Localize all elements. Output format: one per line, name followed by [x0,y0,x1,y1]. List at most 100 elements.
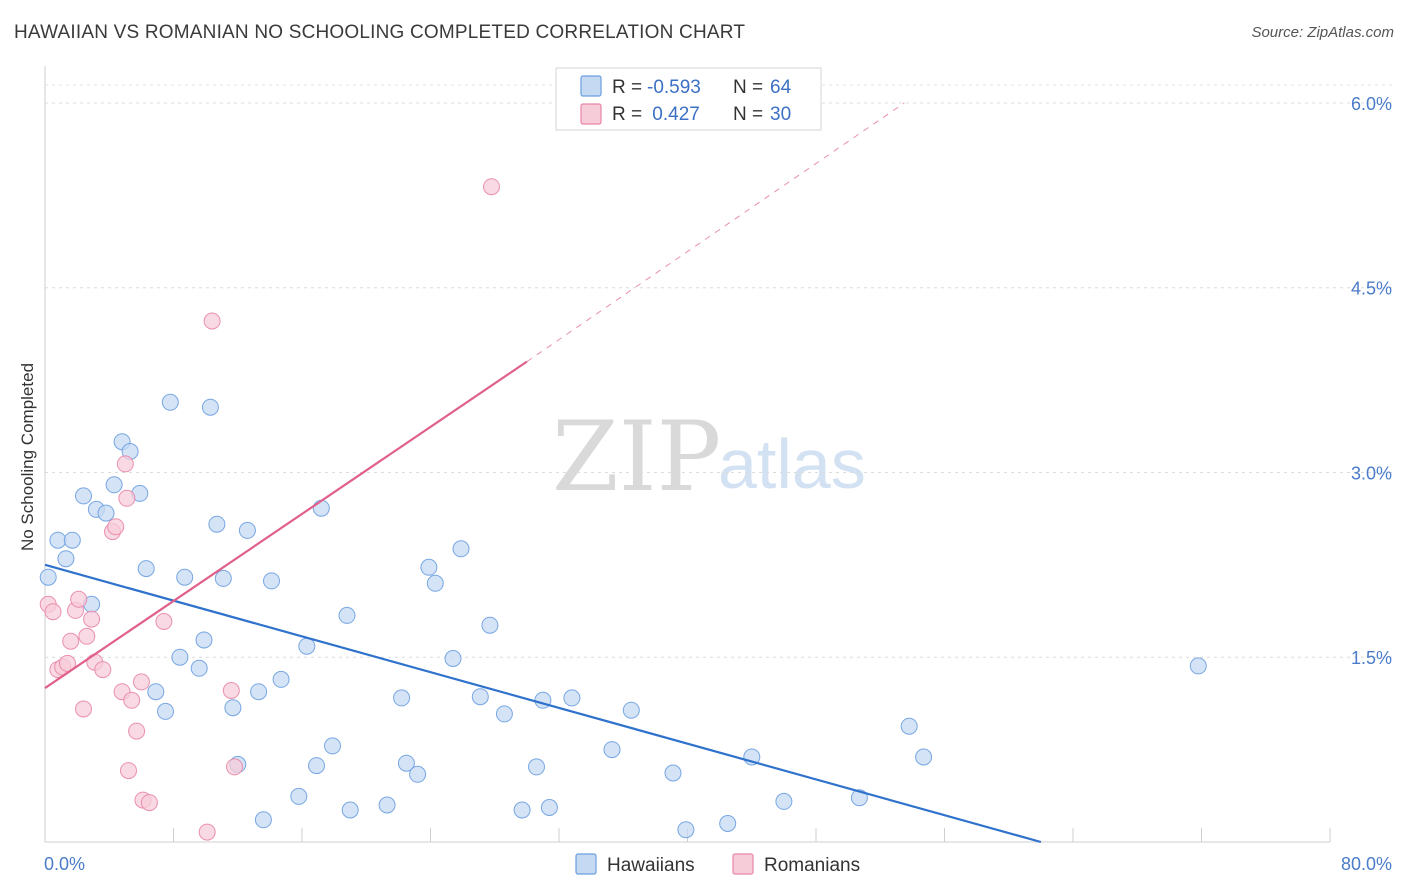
romanian-point [94,661,112,679]
legend-n-label-hawaiians: N = [733,77,763,98]
hawaiian-point [250,683,268,701]
hawaiian-point [513,801,531,819]
trend-lines [44,102,1042,844]
romanian-point [140,794,158,812]
hawaiian-point [190,659,208,677]
hawaiian-point [263,572,280,590]
romanians-points [39,178,500,841]
top-legend: R = -0.593 N = 64 R = 0.427 N = 30 [555,67,822,131]
hawaiian-point [137,560,155,578]
romanian-point [120,762,137,780]
romanian-point [198,823,216,841]
legend-swatch-hawaiians [580,75,602,97]
hawaiian-point [603,741,621,759]
romanian-point [123,691,141,709]
hawaiian-point [224,699,242,717]
hawaiian-point [147,683,165,701]
romanian-point [70,590,88,608]
hawaiian-point [528,758,545,776]
hawaiian-point [201,398,219,416]
romanian-point [62,632,80,650]
y-tick-label: 3.0% [1351,463,1392,483]
hawaiian-point [664,764,682,782]
romanian-point [118,489,136,507]
y-tick-label: 4.5% [1351,279,1392,299]
hawaiian-point [444,650,462,667]
legend-r-label-hawaiians: R = [612,77,642,98]
hawaiian-point [409,765,427,783]
hawaiian-point [341,801,359,819]
hawaiian-point [105,476,123,494]
romanian-point [75,700,92,718]
romanians-trend-line [44,360,528,689]
legend-r-value-hawaiians: -0.593 [647,77,701,98]
chart-source: Source: ZipAtlas.com [1251,24,1394,41]
x-tick-label-max: 80.0% [1341,854,1392,874]
hawaiian-point [426,574,444,592]
legend-r-label-romanians: R = [612,104,642,125]
grid-lines [45,84,1392,658]
hawaiian-point [238,521,256,539]
hawaiian-point [452,540,470,558]
hawaiian-point [290,787,308,805]
y-tick-label: 1.5% [1351,648,1392,668]
hawaiian-point [775,792,793,810]
hawaiian-point [272,670,290,688]
romanian-point [226,758,243,776]
hawaiian-point [39,568,57,586]
hawaiian-point [481,616,499,634]
hawaiian-point [900,717,918,735]
hawaiian-point [63,531,81,549]
y-axis-title: No Schooling Completed [18,363,37,551]
romanian-point [155,613,173,630]
x-tick-label-min: 0.0% [44,854,85,874]
hawaiian-point [308,757,325,775]
y-tick-label: 6.0% [1351,94,1392,114]
hawaiian-point [97,504,115,522]
hawaiian-point [495,705,513,723]
watermark: ZIP atlas [552,401,866,513]
legend-n-label-romanians: N = [733,104,763,125]
hawaiian-point [176,568,194,586]
bottom-legend-swatch-romanians [732,853,754,875]
romanian-point [107,518,125,536]
romanian-point [78,627,96,645]
romanian-point [59,654,76,672]
romanian-point [132,673,150,691]
hawaiian-point [393,689,411,707]
hawaiian-point [915,748,933,766]
hawaiian-point [677,821,695,839]
hawaiian-point [540,799,558,816]
hawaiian-point [208,515,226,533]
hawaiian-point [324,737,341,755]
bottom-legend: Hawaiians Romanians [575,853,860,876]
chart-title: HAWAIIAN VS ROMANIAN NO SCHOOLING COMPLE… [14,22,746,43]
hawaiian-point [298,637,316,655]
romanians-trend-extension [526,102,905,363]
bottom-legend-swatch-hawaiians [575,853,597,875]
hawaiian-point [1189,657,1207,675]
hawaiian-point [49,531,67,549]
hawaiian-point [57,550,75,568]
bottom-legend-hawaiians: Hawaiians [607,855,695,876]
hawaiians-trend-line [44,563,1042,844]
hawaiian-point [161,393,179,411]
hawaiian-point [312,499,330,517]
hawaiian-point [420,558,438,576]
romanian-point [44,603,62,621]
romanian-point [222,682,240,699]
hawaiians-points [39,393,1207,839]
romanian-point [203,312,221,330]
romanian-point [483,178,500,196]
hawaiian-point [75,487,92,505]
romanian-point [83,610,101,628]
hawaiian-point [254,811,272,829]
axes [44,66,1331,843]
hawaiian-point [622,701,640,719]
hawaiian-point [397,754,415,772]
legend-r-value-romanians: 0.427 [647,104,700,125]
romanian-point [116,455,134,473]
hawaiian-point [171,648,189,666]
hawaiian-point [378,796,396,814]
legend-n-value-romanians: 30 [770,104,791,125]
